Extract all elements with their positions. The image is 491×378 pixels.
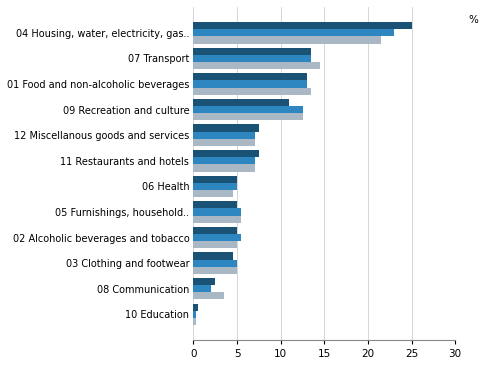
Bar <box>193 157 254 164</box>
Bar <box>193 164 254 172</box>
Bar <box>193 253 233 260</box>
Bar <box>193 176 237 183</box>
Bar <box>193 88 311 95</box>
Bar <box>193 267 237 274</box>
Bar <box>193 241 237 248</box>
Bar <box>193 227 237 234</box>
Bar <box>193 81 307 88</box>
Bar <box>193 190 233 197</box>
Bar <box>193 215 242 223</box>
Bar <box>193 36 381 43</box>
Bar <box>193 124 259 132</box>
Bar <box>193 73 307 81</box>
Bar <box>193 150 259 157</box>
Bar <box>193 99 289 106</box>
Bar <box>193 113 302 120</box>
Bar <box>193 29 394 36</box>
Bar <box>193 311 196 318</box>
Bar <box>193 304 198 311</box>
Bar <box>193 106 302 113</box>
Bar <box>193 201 237 208</box>
Bar <box>193 292 224 299</box>
Bar <box>193 260 237 267</box>
Bar <box>193 208 242 215</box>
Bar <box>193 183 237 190</box>
Bar <box>193 55 311 62</box>
Bar <box>193 62 320 69</box>
Bar <box>193 132 254 139</box>
Bar <box>193 234 242 241</box>
Text: %: % <box>468 15 478 25</box>
Bar <box>193 318 196 325</box>
Bar <box>193 48 311 55</box>
Bar <box>193 139 254 146</box>
Bar <box>193 285 211 292</box>
Bar <box>193 278 215 285</box>
Bar <box>193 22 411 29</box>
